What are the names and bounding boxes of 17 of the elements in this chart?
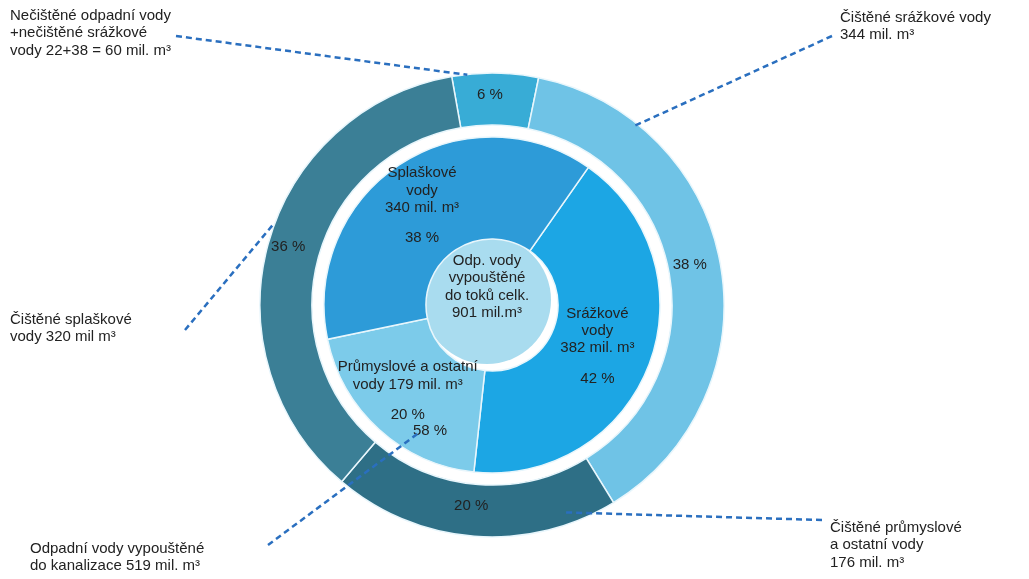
text: 58 % xyxy=(412,421,448,438)
data-label: 20 % xyxy=(454,496,489,514)
slice-label: Čištěné srážkové vody 344 mil. m³ xyxy=(840,8,992,43)
text: Odp. vody vypouštěné do toků celk. 901 mil.m³ xyxy=(444,251,530,320)
slice-label: Srážkové vody 382 mil. m³ xyxy=(560,303,635,356)
slice-label: Průmyslové a ostatní vody 179 mil. m³ xyxy=(337,357,479,392)
slice-label: Nečištěné odpadní vody +nečištěné srážkové vody 22+38 = 60 mil. m³ xyxy=(10,6,172,58)
data-label: 38 % xyxy=(672,255,707,273)
slice-label: Čištěné průmyslové a ostatní vody 176 mil. m³ xyxy=(830,518,962,570)
data-label: 36 % xyxy=(271,236,306,254)
data-label: 42 % xyxy=(580,368,615,386)
slice-label: Čištěné splaškové vody 320 mil m³ xyxy=(10,310,132,345)
data-label: 20 % xyxy=(390,405,425,423)
data-label: 38 % xyxy=(404,228,440,246)
slice-label: Splaškové vody 340 mil. m³ xyxy=(384,163,460,215)
data-label: 6 % xyxy=(476,85,503,103)
text: Odpadní vody vypouštěné do kanalizace 519 mil. m³ xyxy=(30,539,205,574)
